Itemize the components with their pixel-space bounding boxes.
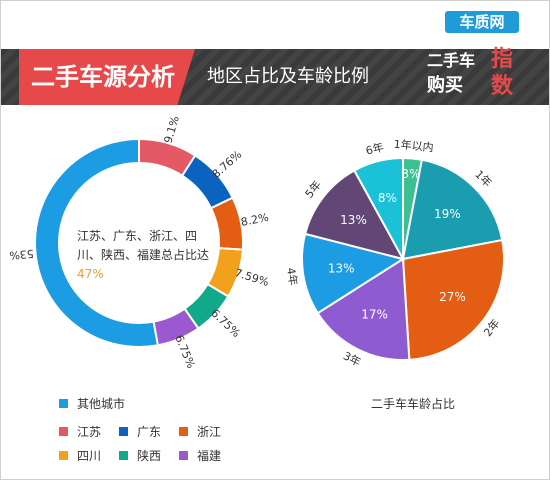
legend-label-zhejiang: 浙江 bbox=[197, 425, 222, 439]
title-banner bbox=[19, 49, 195, 105]
legend-label-jiangsu: 江苏 bbox=[77, 425, 102, 439]
pie-value-6: 8% bbox=[378, 191, 397, 205]
pie-category-label-3: 3年 bbox=[341, 348, 363, 369]
donut-label-4: 7.59% bbox=[233, 266, 270, 289]
pie-category-label-6: 6年 bbox=[364, 140, 385, 158]
pie-value-3: 17% bbox=[361, 307, 388, 321]
logo-accent-2: 数 bbox=[491, 74, 514, 99]
logo-line1: 二手车 bbox=[427, 51, 476, 70]
legend-label-fujian: 福建 bbox=[197, 449, 222, 463]
pie-value-5: 13% bbox=[340, 213, 367, 227]
pie-slice-5 bbox=[303, 169, 405, 261]
legend-swatch-fujian bbox=[179, 451, 188, 460]
brand-logo: 车质网 12365auto.com 二手车 购买 指 数 bbox=[401, 7, 547, 107]
logo-url: 12365auto.com bbox=[451, 34, 515, 43]
donut-label-1: 9.1% bbox=[162, 114, 182, 144]
donut-label-0: 53% bbox=[9, 247, 35, 262]
pie-slice-2 bbox=[401, 238, 505, 361]
pie-category-label-0: 1年以内 bbox=[393, 137, 434, 155]
legend-label-shaanxi: 陕西 bbox=[137, 449, 162, 463]
legend-swatch-other bbox=[59, 399, 68, 408]
legend-label-sichuan: 四川 bbox=[77, 449, 102, 463]
sub-title: 地区占比及车龄比例 bbox=[207, 66, 369, 87]
pie-value-0: 3% bbox=[401, 167, 420, 181]
legend-label-other: 其他城市 bbox=[77, 397, 126, 411]
pie-category-label-5: 5年 bbox=[302, 178, 324, 201]
legend-swatch-sichuan bbox=[59, 451, 68, 460]
pie-slice-1 bbox=[401, 158, 504, 261]
main-title: 二手车源分析 bbox=[31, 63, 175, 91]
donut-label-5: 6.75% bbox=[208, 307, 242, 340]
donut-slice-0 bbox=[34, 137, 160, 348]
legend-swatch-zhejiang bbox=[179, 427, 188, 436]
logo-line2: 购买 bbox=[427, 75, 463, 96]
donut-center-text: 江苏、广东、浙江、四川、陕西、福建总占比达 bbox=[77, 229, 210, 262]
logo-accent-1: 指 bbox=[491, 47, 514, 72]
donut-center-pct: 47% bbox=[77, 267, 104, 281]
pie-slice-6 bbox=[352, 156, 404, 260]
pie-value-4: 13% bbox=[328, 261, 355, 275]
logo-brand-name: 车质网 bbox=[445, 11, 519, 33]
donut-label-3: 8.2% bbox=[240, 211, 270, 229]
pie-slice-4 bbox=[301, 232, 406, 315]
pie-category-label-1: 1年 bbox=[472, 167, 495, 190]
legend-label-guangdong: 广东 bbox=[137, 425, 162, 439]
donut-label-2: 8.76% bbox=[210, 148, 245, 181]
donut-slice-6 bbox=[152, 307, 200, 347]
donut-label-6: 6.75% bbox=[172, 333, 197, 370]
legend-swatch-jiangsu bbox=[59, 427, 68, 436]
pie-value-2: 27% bbox=[439, 290, 466, 304]
pie-category-label-4: 4年 bbox=[284, 267, 301, 287]
donut-center-label: 江苏、广东、浙江、四川、陕西、福建总占比达 47% bbox=[77, 227, 217, 284]
legend-swatch-guangdong bbox=[119, 427, 128, 436]
pie-value-1: 19% bbox=[434, 207, 461, 221]
pie-caption: 二手车车龄占比 bbox=[370, 397, 455, 411]
pie-slice-3 bbox=[316, 257, 411, 361]
legend-swatch-shaanxi bbox=[119, 451, 128, 460]
region-donut-chart: 53% 9.1% 8.76% 8.2% 7.59% 6.75% 6.75% bbox=[9, 114, 271, 370]
